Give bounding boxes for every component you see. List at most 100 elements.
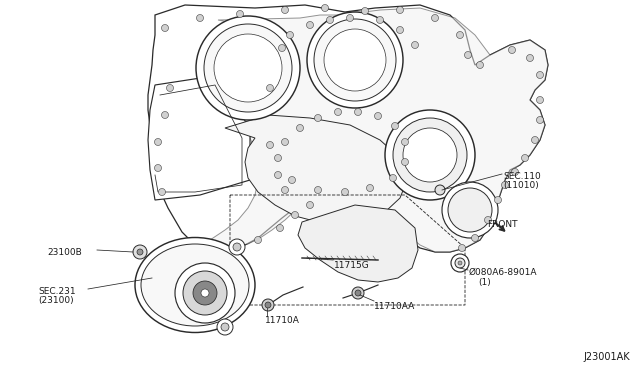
Circle shape — [326, 16, 333, 23]
Text: 11715G: 11715G — [334, 261, 370, 270]
Circle shape — [511, 169, 518, 176]
Circle shape — [266, 141, 273, 148]
Circle shape — [456, 32, 463, 38]
Circle shape — [376, 16, 383, 23]
Circle shape — [275, 154, 282, 161]
Circle shape — [321, 4, 328, 12]
Circle shape — [495, 196, 502, 203]
Circle shape — [458, 261, 462, 265]
Polygon shape — [148, 5, 548, 252]
Circle shape — [221, 323, 229, 331]
Circle shape — [289, 176, 296, 183]
Text: 23100B: 23100B — [47, 248, 82, 257]
Circle shape — [431, 15, 438, 22]
Circle shape — [397, 26, 403, 33]
Circle shape — [307, 202, 314, 208]
Circle shape — [412, 42, 419, 48]
Text: Ø080A6-8901A: Ø080A6-8901A — [469, 268, 538, 277]
Circle shape — [403, 128, 457, 182]
Circle shape — [342, 189, 349, 196]
Circle shape — [314, 186, 321, 193]
Circle shape — [314, 115, 321, 122]
Circle shape — [278, 45, 285, 51]
Circle shape — [161, 112, 168, 119]
Circle shape — [175, 263, 235, 323]
Circle shape — [275, 171, 282, 179]
Circle shape — [390, 174, 397, 182]
Circle shape — [465, 51, 472, 58]
Circle shape — [324, 29, 386, 91]
Circle shape — [374, 112, 381, 119]
Circle shape — [166, 84, 173, 92]
Circle shape — [522, 154, 529, 161]
Circle shape — [255, 237, 262, 244]
Circle shape — [276, 224, 284, 231]
Polygon shape — [225, 115, 408, 224]
Circle shape — [137, 249, 143, 255]
Ellipse shape — [135, 237, 255, 333]
Circle shape — [237, 243, 243, 250]
Circle shape — [229, 239, 245, 255]
Circle shape — [536, 116, 543, 124]
Circle shape — [355, 290, 361, 296]
Circle shape — [233, 243, 241, 251]
Circle shape — [392, 122, 399, 129]
Text: J23001AK: J23001AK — [584, 352, 630, 362]
Circle shape — [287, 32, 294, 38]
Circle shape — [362, 7, 369, 15]
Circle shape — [154, 164, 161, 171]
Circle shape — [435, 185, 445, 195]
Circle shape — [282, 186, 289, 193]
Circle shape — [183, 271, 227, 315]
Circle shape — [314, 19, 396, 101]
Circle shape — [397, 6, 403, 13]
Circle shape — [307, 22, 314, 29]
Circle shape — [237, 10, 243, 17]
Circle shape — [204, 24, 292, 112]
Circle shape — [214, 244, 221, 251]
Circle shape — [282, 6, 289, 13]
Circle shape — [536, 96, 543, 103]
Polygon shape — [210, 8, 548, 252]
Circle shape — [159, 189, 166, 196]
Circle shape — [401, 158, 408, 166]
Ellipse shape — [141, 244, 249, 326]
Circle shape — [531, 137, 538, 144]
Circle shape — [448, 188, 492, 232]
Text: 11710AA: 11710AA — [374, 302, 415, 311]
Circle shape — [352, 287, 364, 299]
Circle shape — [458, 244, 465, 251]
Circle shape — [527, 55, 534, 61]
Circle shape — [191, 241, 198, 248]
Circle shape — [335, 109, 342, 115]
Circle shape — [393, 118, 467, 192]
Circle shape — [196, 15, 204, 22]
Circle shape — [346, 15, 353, 22]
Circle shape — [262, 299, 274, 311]
Circle shape — [307, 12, 403, 108]
Circle shape — [265, 302, 271, 308]
Circle shape — [214, 34, 282, 102]
Text: (11010): (11010) — [503, 181, 539, 190]
Polygon shape — [148, 75, 250, 200]
Text: (1): (1) — [478, 278, 491, 287]
Text: 11710A: 11710A — [265, 316, 300, 325]
Circle shape — [296, 125, 303, 131]
Polygon shape — [298, 205, 418, 282]
Circle shape — [291, 212, 298, 218]
Circle shape — [536, 71, 543, 78]
Circle shape — [161, 25, 168, 32]
Circle shape — [201, 289, 209, 297]
Text: SEC.110: SEC.110 — [503, 172, 541, 181]
Text: FRONT: FRONT — [487, 220, 518, 229]
Circle shape — [154, 138, 161, 145]
Circle shape — [509, 46, 515, 54]
Circle shape — [477, 61, 483, 68]
Circle shape — [193, 281, 217, 305]
Circle shape — [502, 182, 509, 189]
Circle shape — [484, 217, 492, 224]
Circle shape — [217, 319, 233, 335]
Circle shape — [196, 16, 300, 120]
Circle shape — [385, 110, 475, 200]
Text: (23100): (23100) — [38, 296, 74, 305]
